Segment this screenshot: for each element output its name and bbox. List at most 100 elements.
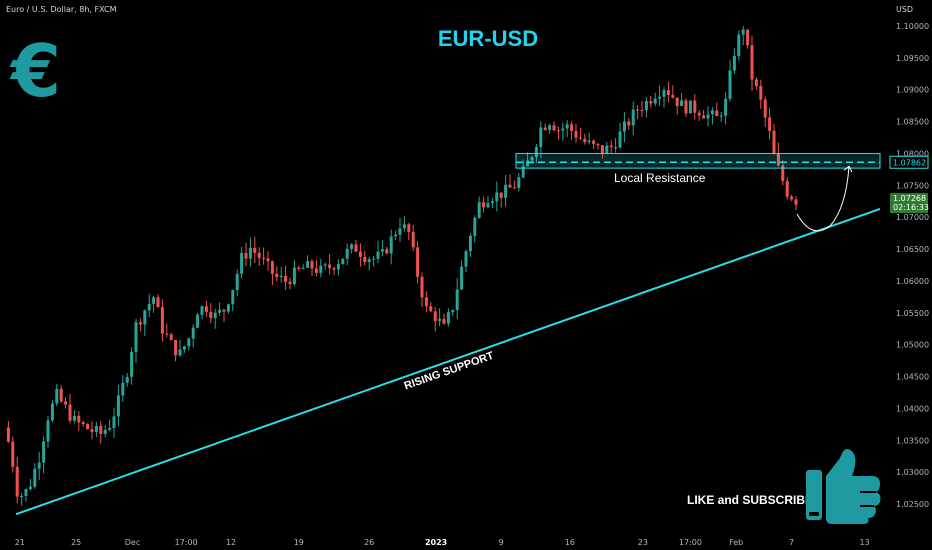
candle-body	[429, 306, 433, 312]
candle-body	[565, 124, 569, 129]
candle-body	[156, 297, 160, 308]
candle-body	[561, 128, 565, 131]
candle-body	[671, 94, 675, 98]
candle-body	[636, 109, 640, 111]
last-price-text: 1.07268	[893, 194, 926, 203]
candle-body	[442, 318, 446, 324]
candle-body	[477, 202, 481, 218]
candle-body	[169, 334, 173, 341]
candle-body	[609, 145, 613, 148]
candle-body	[622, 121, 626, 132]
candle-body	[570, 124, 574, 132]
candle-body	[165, 333, 169, 335]
y-tick-label: 1.07000	[896, 213, 929, 222]
rising-support-line[interactable]	[15, 207, 881, 516]
x-tick-label: 9	[499, 538, 504, 547]
candle-body	[389, 236, 393, 254]
candle-body	[37, 462, 41, 469]
candle-body	[649, 101, 653, 104]
candle-body	[332, 268, 336, 270]
candle-body	[244, 252, 248, 259]
candle-body	[178, 349, 182, 356]
y-tick-label: 1.05000	[896, 341, 929, 350]
resistance-zone[interactable]	[515, 152, 881, 169]
candle-body	[631, 109, 635, 126]
candle-body	[438, 318, 442, 322]
candle-body	[772, 130, 776, 155]
level-badge-box	[889, 155, 929, 169]
candle-body	[750, 45, 754, 80]
candle-body	[697, 112, 701, 116]
currency-label: USD	[896, 5, 913, 14]
candle-body	[266, 258, 270, 262]
candle-body	[147, 303, 151, 311]
candle-body	[759, 86, 763, 100]
candle-body	[200, 306, 204, 315]
local-resistance-label: Local Resistance	[614, 171, 706, 185]
candle-body	[618, 131, 622, 148]
symbol-label: Euro / U.S. Dollar, 8h, FXCM	[6, 5, 117, 14]
x-tick-label: 21	[15, 538, 25, 547]
candle-body	[482, 202, 486, 208]
candle-body	[253, 247, 257, 253]
candle-body	[6, 427, 10, 442]
last-price-badge-box	[890, 193, 928, 214]
candle-body	[50, 403, 54, 421]
candle-body	[640, 110, 644, 112]
y-tick-label: 1.04000	[896, 404, 929, 413]
candle-body	[407, 224, 411, 232]
candle-body	[790, 196, 794, 200]
candle-body	[662, 90, 666, 97]
candle-body	[521, 166, 525, 178]
last-price-badge: 1.07268 02:16:33	[890, 193, 929, 214]
candle-body	[517, 177, 521, 189]
candle-body	[33, 468, 37, 487]
candle-body	[746, 29, 750, 46]
candle-body	[768, 117, 772, 131]
y-tick-label: 1.03000	[896, 468, 929, 477]
candle-body	[314, 268, 318, 273]
candle-body	[684, 100, 688, 114]
x-tick-label: Dec	[125, 538, 140, 547]
y-tick-label: 1.06000	[896, 277, 929, 286]
candle-body	[152, 297, 156, 304]
candle-body	[99, 425, 103, 434]
candle-body	[319, 265, 323, 273]
candle-body	[77, 415, 81, 423]
rising-support-label: RISING SUPPORT	[403, 350, 496, 393]
candle-body	[380, 249, 384, 252]
x-tick-label: 16	[565, 538, 575, 547]
y-tick-label: 1.09000	[896, 86, 929, 95]
candle-body	[191, 327, 195, 339]
candle-body	[121, 382, 125, 396]
candle-body	[42, 441, 46, 463]
x-tick-label: 2023	[425, 538, 447, 547]
y-tick-label: 1.02500	[896, 500, 929, 509]
candle-body	[552, 125, 556, 131]
candle-body	[226, 304, 230, 312]
candle-body	[240, 252, 244, 274]
candle-body	[112, 416, 116, 429]
y-tick-label: 1.06500	[896, 245, 929, 254]
y-tick-label: 1.03500	[896, 436, 929, 445]
x-tick-label: 17:00	[679, 538, 702, 547]
candle-body	[376, 251, 380, 259]
candle-body	[288, 281, 292, 285]
candle-body	[90, 429, 94, 432]
candle-body	[596, 143, 600, 146]
candle-body	[728, 70, 732, 99]
candle-body	[741, 29, 745, 35]
candle-body	[473, 217, 477, 236]
candle-body	[231, 290, 235, 305]
candle-body	[464, 251, 468, 267]
candle-body	[658, 96, 662, 99]
candle-body	[526, 160, 530, 167]
candle-body	[592, 140, 596, 144]
candle-body	[235, 273, 239, 291]
candle-body	[138, 322, 142, 325]
candle-body	[455, 289, 459, 311]
candle-body	[125, 376, 129, 383]
x-tick-label: 12	[226, 538, 236, 547]
candle-body	[534, 146, 538, 158]
